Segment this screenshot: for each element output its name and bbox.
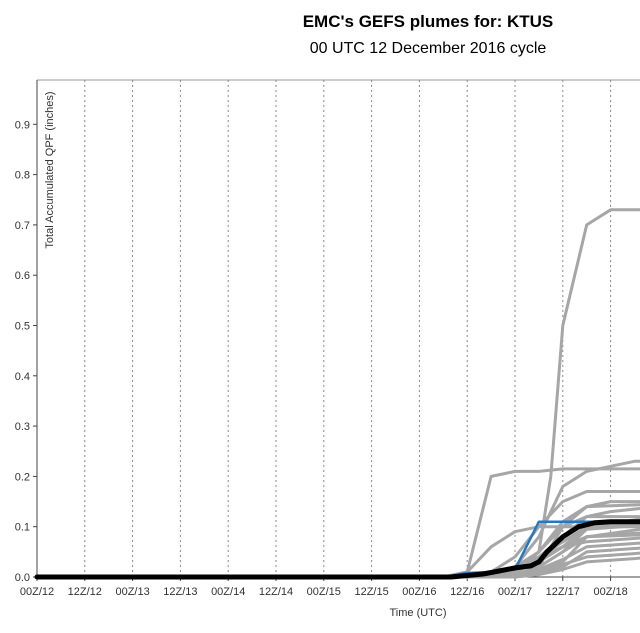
x-tick-label: 12Z/16 xyxy=(450,586,484,598)
y-tick-label: 0.7 xyxy=(15,220,30,232)
x-tick-label: 00Z/13 xyxy=(115,586,149,598)
x-tick-label: 00Z/14 xyxy=(211,586,245,598)
x-tick-label: 12Z/15 xyxy=(354,586,388,598)
y-tick-label: 0.2 xyxy=(15,471,30,483)
x-tick-label: 12Z/12 xyxy=(68,586,102,598)
series-group xyxy=(34,208,640,580)
grid-lines xyxy=(37,79,640,577)
y-tick-label: 0.1 xyxy=(15,522,30,534)
chart-title: EMC's GEFS plumes for: KTUS xyxy=(302,12,554,31)
x-tick-label: 00Z/15 xyxy=(307,586,341,598)
y-tick-label: 0.3 xyxy=(15,421,30,433)
x-tick-label: 00Z/17 xyxy=(498,586,532,598)
y-tick-label: 0.9 xyxy=(15,119,30,131)
y-tick-label: 0.0 xyxy=(15,572,30,584)
series-line-mean xyxy=(34,519,640,580)
x-tick-label: 00Z/18 xyxy=(593,586,627,598)
x-axis: 00Z/12 12Z/12 00Z/13 12Z/13 00Z/14 12Z/14 00Z/… xyxy=(20,576,640,598)
chart-subtitle: 00 UTC 12 December 2016 cycle xyxy=(309,40,547,57)
y-tick-label: 0.5 xyxy=(15,321,30,333)
y-tick-label: 0.6 xyxy=(15,270,30,282)
x-tick-label: 12Z/13 xyxy=(163,586,197,598)
y-axis: 0.0 0.1 0.2 0.3 0.4 0.5 0.6 0.7 0.8 0.9 xyxy=(15,80,38,584)
x-tick-label: 00Z/16 xyxy=(402,586,436,598)
x-tick-label: 12Z/17 xyxy=(546,586,580,598)
y-axis-label: Total Accumulated QPF (inches) xyxy=(44,91,56,248)
x-tick-label: 00Z/12 xyxy=(20,586,54,598)
y-tick-label: 0.8 xyxy=(15,170,30,182)
x-axis-label: Time (UTC) xyxy=(389,607,446,619)
x-tick-label: 12Z/14 xyxy=(259,586,293,598)
y-tick-label: 0.4 xyxy=(15,371,30,383)
